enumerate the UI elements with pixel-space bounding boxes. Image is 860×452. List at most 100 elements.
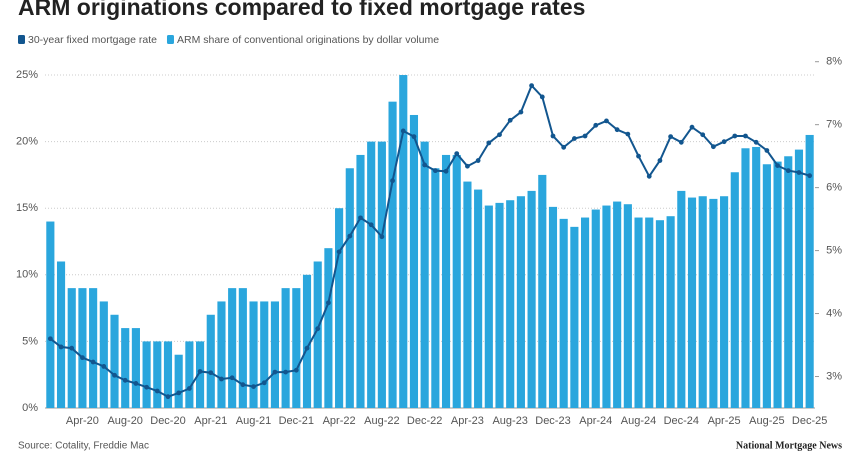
line-point	[197, 369, 203, 374]
bar	[409, 114, 419, 408]
line-point	[711, 144, 716, 150]
line-point	[293, 367, 299, 373]
bar	[46, 221, 55, 408]
bar	[174, 354, 183, 408]
line-point	[507, 117, 513, 123]
x-tick-label: Aug-23	[492, 415, 527, 427]
x-tick-label: Apr-23	[451, 415, 484, 427]
bar	[548, 206, 558, 408]
bar	[645, 217, 654, 408]
line-point	[561, 144, 567, 150]
line-point	[443, 168, 449, 174]
line-point	[764, 148, 770, 153]
bar	[752, 146, 761, 409]
x-tick-label: Dec-23	[535, 415, 570, 427]
x-tick-label: Dec-24	[664, 415, 699, 427]
line-point	[122, 377, 128, 383]
line-point	[807, 173, 813, 179]
line-point	[251, 384, 256, 389]
line-point	[785, 168, 791, 174]
line-point	[272, 369, 278, 375]
y2-tick-label: 3%	[826, 370, 842, 382]
line-point	[593, 122, 599, 128]
bar	[420, 141, 429, 408]
line-point	[668, 134, 674, 140]
bar	[345, 168, 354, 408]
bar	[249, 301, 258, 408]
line-point	[700, 132, 706, 138]
bar	[78, 288, 87, 408]
line-point	[796, 170, 802, 175]
line-point	[529, 83, 534, 89]
line-point	[732, 133, 738, 139]
bar	[302, 274, 312, 408]
line-point	[475, 158, 481, 163]
y-tick-label: 25%	[16, 69, 38, 81]
line-point	[326, 300, 331, 306]
line-point	[315, 326, 321, 332]
bar	[570, 226, 579, 408]
line-point	[165, 394, 171, 400]
bar	[142, 341, 151, 408]
line-point	[358, 215, 363, 221]
legend-label: 30-year fixed mortgage rate	[28, 34, 157, 46]
line-point	[101, 364, 107, 369]
bar	[463, 181, 472, 408]
line-point	[753, 139, 759, 145]
bar	[56, 261, 66, 408]
bar	[89, 288, 98, 408]
line-point	[571, 136, 577, 141]
bar	[196, 341, 205, 408]
line-point	[133, 381, 139, 386]
line-point	[657, 158, 663, 163]
line-point	[678, 139, 684, 145]
line-point	[636, 153, 641, 159]
x-tick-label: Dec-25	[792, 415, 827, 427]
line-point	[721, 139, 727, 145]
line-point	[646, 173, 652, 179]
line-point	[775, 163, 780, 168]
line-point	[90, 359, 96, 365]
source: Source: Cotality, Freddie Mac	[18, 441, 149, 452]
x-tick-label: Aug-24	[621, 415, 656, 427]
bar	[805, 134, 814, 409]
bar	[153, 341, 162, 408]
bar	[452, 154, 461, 408]
line-point	[368, 222, 374, 228]
line-point	[625, 131, 631, 137]
x-tick-label: Apr-21	[194, 415, 227, 427]
bar	[377, 141, 386, 408]
line-point	[229, 375, 235, 381]
legend-swatch	[166, 35, 174, 44]
bar	[730, 172, 739, 408]
x-tick-label: Apr-22	[323, 415, 356, 427]
logo: National Mortgage News	[736, 440, 842, 451]
line-point	[518, 109, 524, 115]
y2-tick-label: 7%	[826, 119, 842, 131]
line-point	[400, 128, 406, 134]
line-point	[604, 118, 609, 124]
line-point	[176, 390, 182, 396]
bar	[388, 101, 397, 409]
y2-tick-label: 4%	[826, 307, 842, 319]
bar	[634, 217, 643, 408]
y-tick-label: 0%	[22, 402, 38, 414]
x-tick-label: Aug-22	[364, 415, 399, 427]
line-point	[347, 233, 353, 239]
bar	[163, 341, 173, 408]
bar	[367, 141, 376, 408]
bar	[559, 218, 568, 408]
bar	[484, 205, 493, 408]
chart-title: ARM originations compared to fixed mortg…	[18, 0, 585, 20]
line-point	[422, 162, 428, 168]
bar	[602, 205, 611, 408]
bar	[270, 301, 279, 408]
y-tick-label: 20%	[16, 136, 38, 148]
line-point	[486, 140, 492, 146]
bar	[185, 341, 194, 408]
line-point	[582, 133, 588, 139]
bar	[773, 161, 782, 408]
bar	[495, 202, 504, 408]
bar	[121, 328, 130, 408]
y-tick-label: 10%	[16, 269, 38, 281]
